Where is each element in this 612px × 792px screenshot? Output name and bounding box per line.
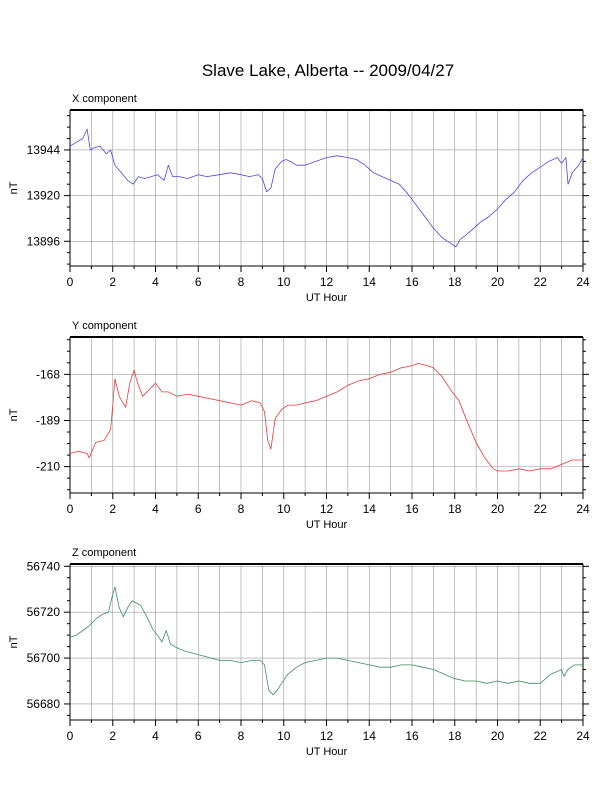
x-tick-label: 24 (576, 502, 590, 516)
x-tick-label: 6 (195, 502, 202, 516)
x-tick-label: 6 (195, 729, 202, 743)
y-tick-label: 13896 (27, 234, 61, 248)
x-tick-label: 22 (534, 275, 548, 289)
x-tick-label: 10 (277, 502, 291, 516)
y-tick-label: -210 (36, 460, 60, 474)
x-tick-label: 20 (491, 502, 505, 516)
x-tick-label: 24 (576, 275, 590, 289)
x-tick-label: 12 (320, 275, 334, 289)
x-tick-label: 14 (363, 502, 377, 516)
x-tick-label: 24 (576, 729, 590, 743)
series-line-y (69, 362, 583, 472)
x-tick-label: 0 (67, 275, 74, 289)
y-tick-label: 13944 (27, 143, 61, 157)
x-tick-label: 4 (152, 502, 159, 516)
x-axis-label: UT Hour (306, 292, 348, 304)
y-tick-label: 13920 (27, 189, 61, 203)
x-tick-label: 16 (405, 502, 419, 516)
y-tick-label: -189 (36, 413, 60, 427)
panel-title: Z component (72, 547, 136, 559)
x-axis-label: UT Hour (306, 519, 348, 531)
x-tick-label: 18 (448, 275, 462, 289)
x-tick-label: 14 (363, 275, 377, 289)
x-tick-label: 0 (67, 729, 74, 743)
y-axis-label: nT (8, 181, 20, 194)
x-tick-label: 14 (363, 729, 377, 743)
panel-title: X component (72, 93, 137, 105)
x-tick-label: 16 (405, 729, 419, 743)
y-tick-label: 56700 (27, 651, 61, 665)
x-tick-label: 8 (238, 275, 245, 289)
chart-title: Slave Lake, Alberta -- 2009/04/27 (202, 61, 454, 80)
y-tick-label: 56740 (27, 559, 61, 573)
x-tick-label: 2 (109, 729, 116, 743)
y-tick-label: 56680 (27, 697, 61, 711)
x-tick-label: 16 (405, 275, 419, 289)
x-tick-label: 6 (195, 275, 202, 289)
series-line-z (69, 586, 583, 696)
x-tick-label: 4 (152, 729, 159, 743)
panel-title: Y component (72, 320, 137, 332)
x-tick-label: 22 (534, 729, 548, 743)
x-tick-label: 4 (152, 275, 159, 289)
x-tick-label: 0 (67, 502, 74, 516)
y-axis-label: nT (8, 408, 20, 421)
y-tick-label: 56720 (27, 605, 61, 619)
x-tick-label: 12 (320, 502, 334, 516)
x-tick-label: 20 (491, 275, 505, 289)
x-tick-label: 10 (277, 729, 291, 743)
x-tick-label: 12 (320, 729, 334, 743)
x-axis-label: UT Hour (306, 746, 348, 758)
x-tick-label: 10 (277, 275, 291, 289)
x-tick-label: 2 (109, 502, 116, 516)
x-tick-label: 18 (448, 502, 462, 516)
x-tick-label: 8 (238, 502, 245, 516)
x-tick-label: 22 (534, 502, 548, 516)
series-line-x (69, 128, 584, 248)
y-tick-label: -168 (36, 367, 60, 381)
x-tick-label: 20 (491, 729, 505, 743)
x-tick-label: 18 (448, 729, 462, 743)
x-tick-label: 8 (238, 729, 245, 743)
x-tick-label: 2 (109, 275, 116, 289)
y-axis-label: nT (8, 635, 20, 648)
